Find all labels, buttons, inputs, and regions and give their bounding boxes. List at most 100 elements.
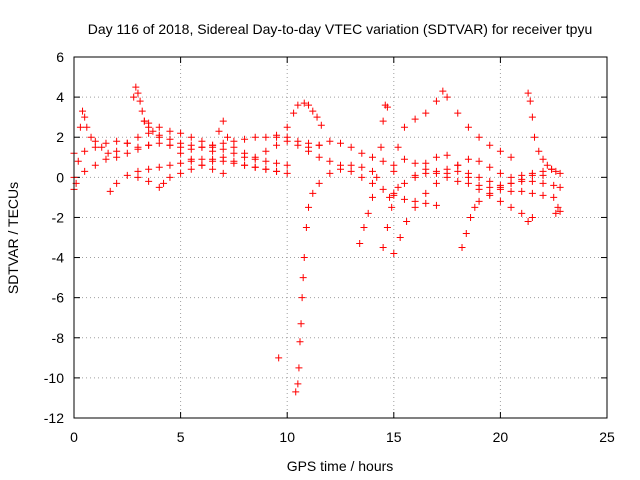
x-tick-label: 5 [177,429,185,445]
data-point [556,183,564,191]
data-point [411,159,419,167]
data-point [528,113,536,121]
data-point [432,153,440,161]
y-tick-label: 6 [56,49,64,65]
x-axis-title: GPS time / hours [287,458,394,474]
data-point [300,99,308,107]
data-point [550,181,558,189]
data-point [177,129,185,137]
data-point [360,223,368,231]
data-point [475,157,483,165]
data-point [422,109,430,117]
data-point [283,169,291,177]
data-point [556,207,564,215]
data-point [149,127,157,135]
data-point [132,83,140,91]
x-tick-label: 20 [493,429,509,445]
data-point [219,169,227,177]
data-point [539,167,547,175]
data-point [356,240,364,248]
data-point [76,123,84,131]
data-point [155,163,163,171]
data-point [400,195,408,203]
data-point [550,193,558,201]
plot-frame [73,56,608,419]
series-arc-11 [292,161,376,396]
data-point [309,189,317,197]
data-point [166,127,174,135]
data-point [443,93,451,101]
axis-ticks [73,56,608,419]
y-tick-label: 0 [56,169,64,185]
data-point [507,153,515,161]
data-point [383,103,391,111]
x-tick-label: 25 [599,429,615,445]
data-point [302,223,310,231]
data-point [299,274,307,282]
data-point [390,189,398,197]
data-point [123,171,131,179]
data-point [187,141,195,149]
data-point [273,167,281,175]
data-point [411,197,419,205]
data-point [113,147,121,155]
data-point [486,163,494,171]
data-point [528,213,536,221]
data-point [358,149,366,157]
data-point [507,187,515,195]
data-point [471,203,479,211]
data-point [383,223,391,231]
data-point [262,133,270,141]
data-point [177,149,185,157]
data-point [524,89,532,97]
data-point [166,135,174,143]
data-point [224,133,232,141]
data-point [219,145,227,153]
data-point [539,191,547,199]
data-point [388,203,396,211]
data-point [230,149,238,157]
data-point [454,167,462,175]
data-point [486,141,494,149]
data-point [81,147,89,155]
data-point [102,155,110,163]
data-point [166,141,174,149]
y-tick-label: 2 [56,129,64,145]
data-point [262,147,270,155]
data-point [526,97,534,105]
data-point [486,189,494,197]
data-point [507,179,515,187]
data-point [315,141,323,149]
data-point [377,143,385,151]
series-arc-4 [106,155,291,195]
data-point [464,123,472,131]
data-point [177,169,185,177]
data-point [337,139,344,147]
data-point [518,175,526,183]
data-point [130,93,138,101]
data-point [315,179,323,187]
y-tick-label: -4 [52,250,65,266]
data-point [145,165,153,173]
data-points [70,83,564,396]
data-point [309,107,317,115]
data-point [496,183,504,191]
data-point [403,217,411,225]
data-point [411,115,419,123]
data-point [528,177,536,185]
data-point [273,141,281,149]
data-point [241,149,249,157]
data-point [458,244,466,252]
data-point [91,161,99,169]
data-point [454,109,462,117]
data-point [155,133,163,141]
data-point [134,89,142,97]
data-point [123,149,131,157]
data-point [556,169,564,177]
y-axis-title: SDTVAR / TECUs [5,182,21,294]
series-arc-13 [356,101,391,248]
data-point [390,167,398,175]
data-point [166,161,174,169]
data-point [215,127,223,135]
